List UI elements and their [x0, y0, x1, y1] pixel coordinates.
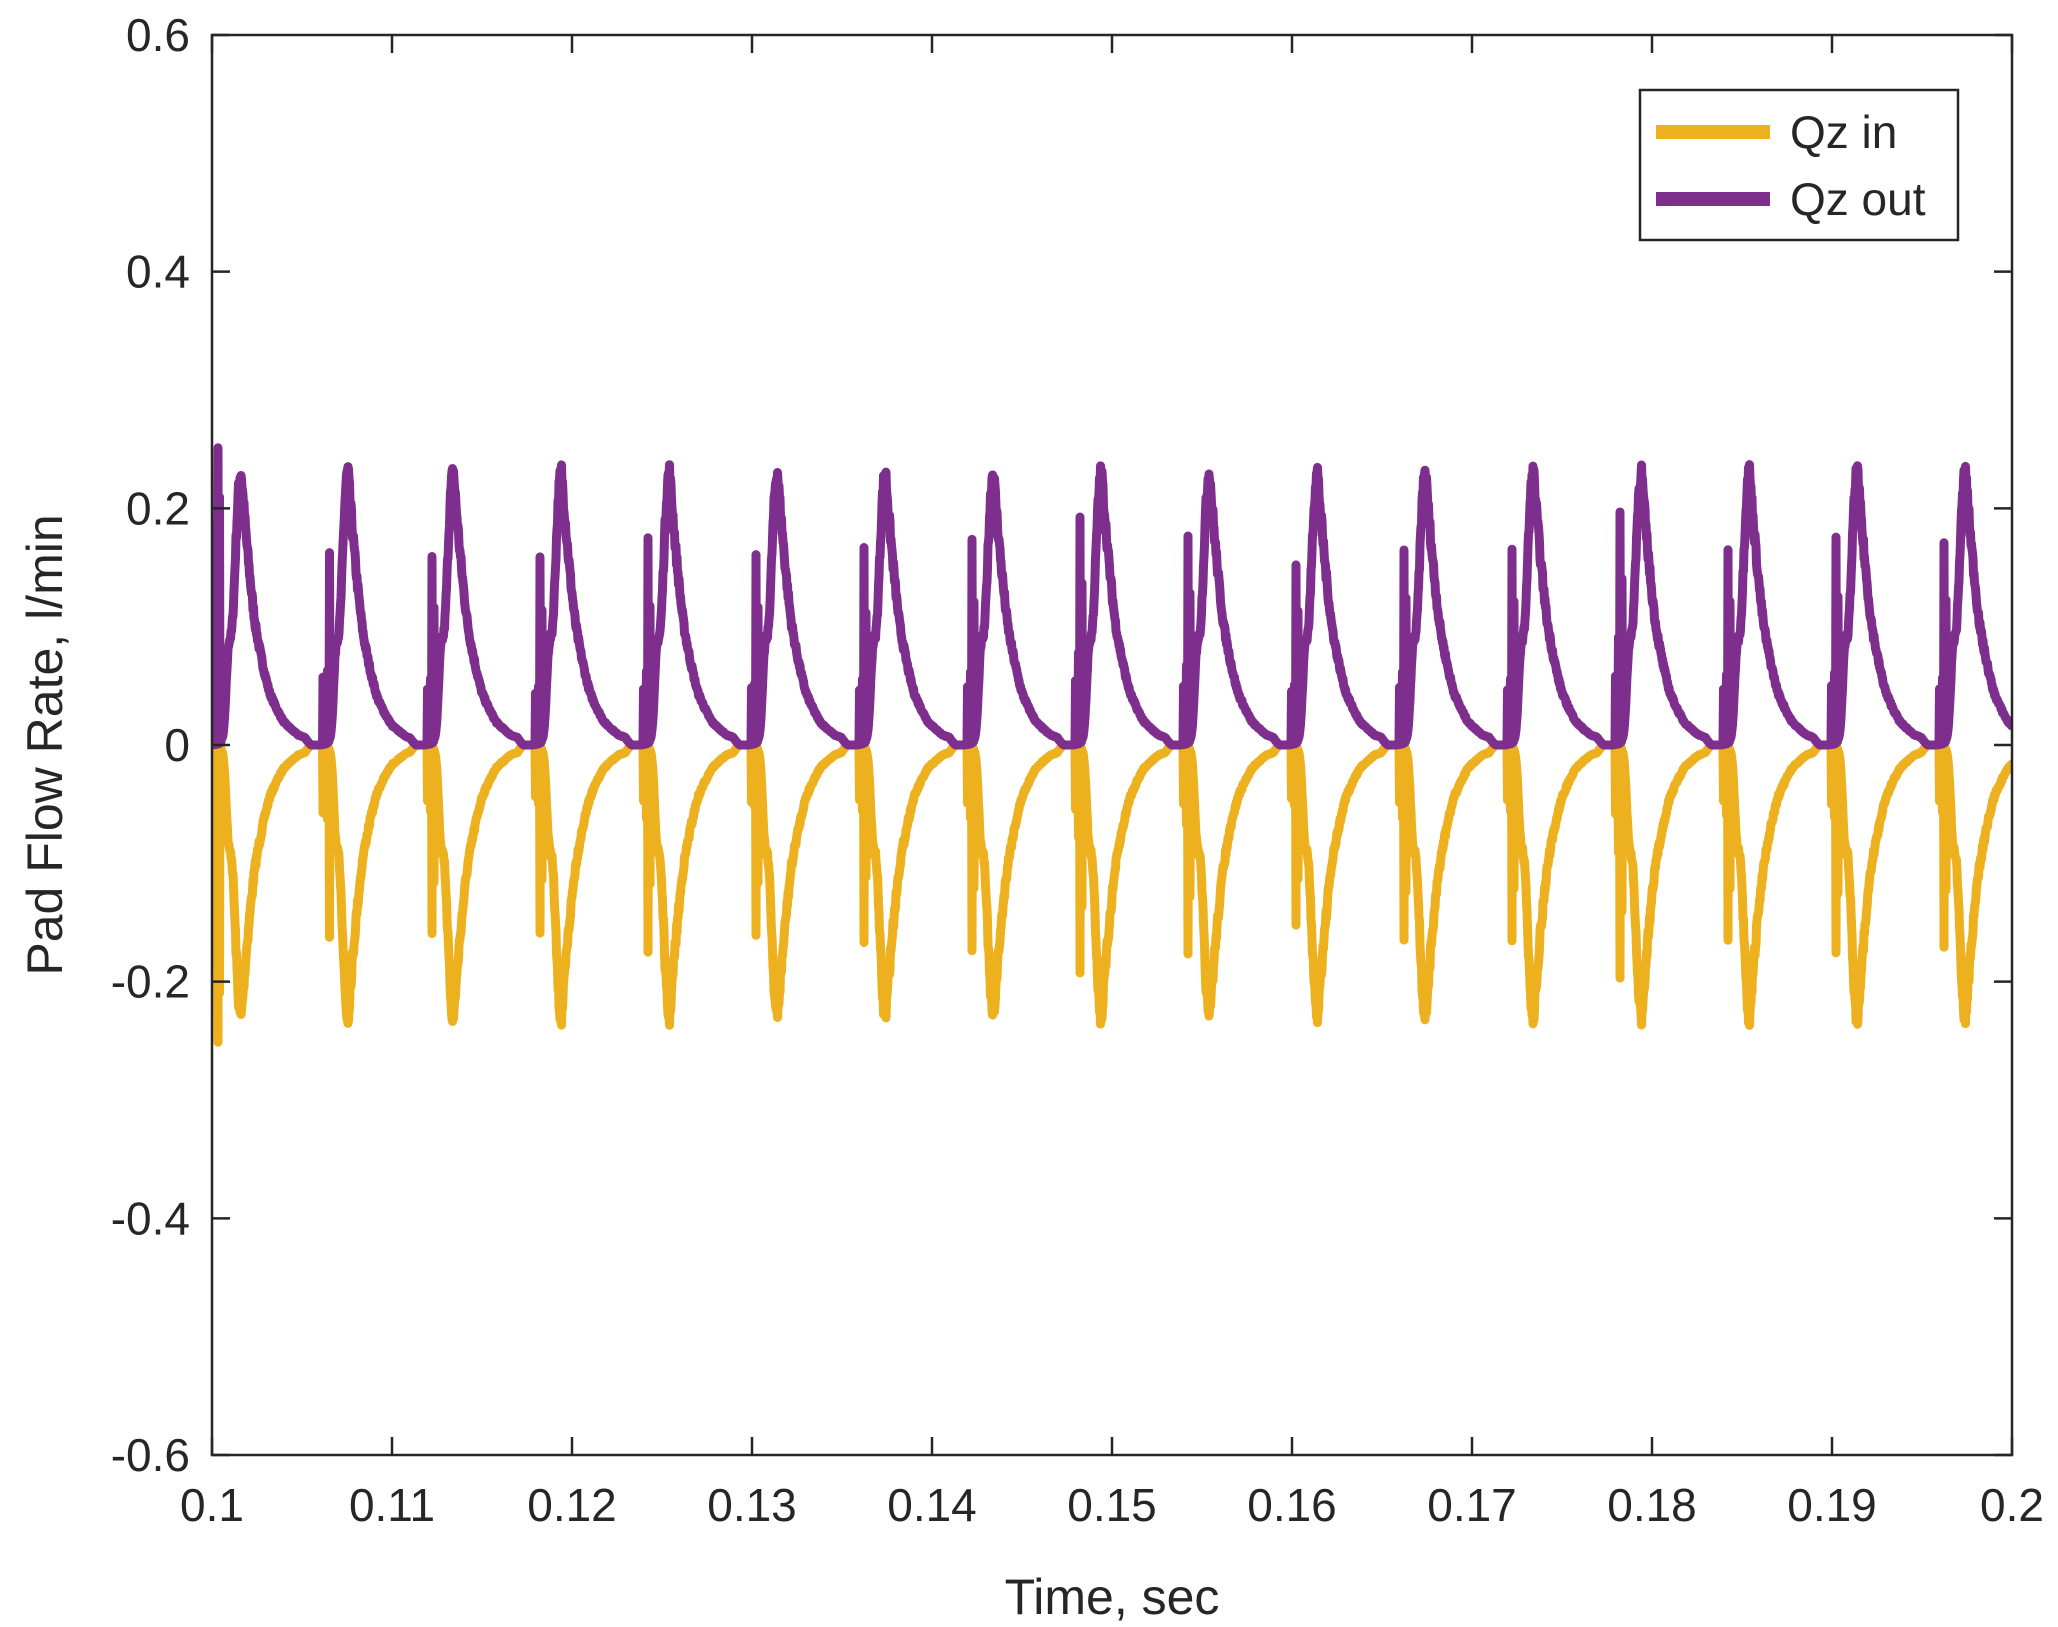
y-tick-label: 0.6 [126, 9, 190, 61]
x-axis-label: Time, sec [1005, 1569, 1220, 1625]
y-tick-label: 0.4 [126, 246, 190, 298]
series-line-qz-out [212, 443, 2012, 750]
x-tick-label: 0.12 [527, 1479, 617, 1531]
x-tick-label: 0.14 [887, 1479, 977, 1531]
legend-label-qz-in: Qz in [1790, 106, 1897, 158]
x-tick-label: 0.2 [1980, 1479, 2044, 1531]
legend-label-qz-out: Qz out [1790, 173, 1926, 225]
x-tick-label: 0.16 [1247, 1479, 1337, 1531]
x-tick-label: 0.13 [707, 1479, 797, 1531]
plot-area [212, 35, 2012, 1455]
x-tick-label: 0.1 [180, 1479, 244, 1531]
y-tick-label: 0 [164, 719, 190, 771]
y-tick-label: 0.2 [126, 482, 190, 534]
x-tick-label: 0.17 [1427, 1479, 1517, 1531]
x-tick-label: 0.15 [1067, 1479, 1157, 1531]
x-tick-label: 0.11 [349, 1479, 435, 1531]
legend-box [1638, 88, 1960, 242]
legend: Qz in Qz out [1638, 88, 1960, 242]
y-tick-label: -0.6 [111, 1429, 190, 1481]
y-axis-label: Pad Flow Rate, l/min [17, 514, 73, 975]
y-tick-label: -0.4 [111, 1192, 190, 1244]
x-tick-label: 0.19 [1787, 1479, 1877, 1531]
ticks-layer: 0.1 0.11 0.12 0.13 0.14 0.15 0.16 0.17 0.18 0.19 0… [111, 9, 2044, 1531]
y-tick-label: -0.2 [111, 956, 190, 1008]
x-tick-label: 0.18 [1607, 1479, 1697, 1531]
series-layer [212, 443, 2012, 1047]
